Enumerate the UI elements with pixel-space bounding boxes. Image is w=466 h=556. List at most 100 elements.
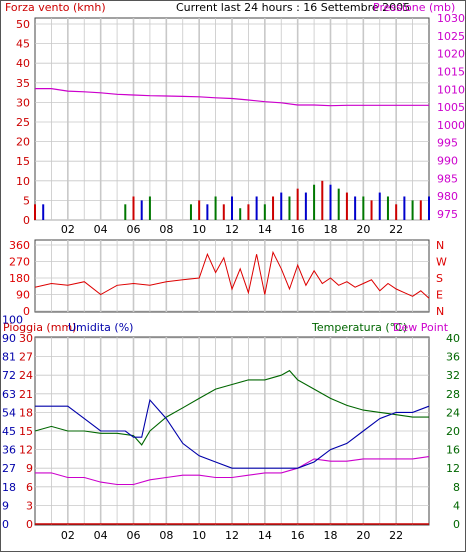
temperature-tick-label: 16: [446, 444, 460, 457]
wind-bar: [395, 204, 398, 220]
wind-bar: [222, 204, 225, 220]
direction-tick-label: 270: [9, 256, 30, 269]
wind-bar: [321, 180, 324, 220]
rain-tick-label: 90: [2, 332, 16, 345]
compass-tick-label: N: [436, 239, 444, 252]
x-tick-label: 02: [61, 223, 75, 236]
direction-tick-label: 180: [9, 272, 30, 285]
wind-axis-title: Forza vento (kmh): [5, 1, 106, 14]
humidity-axis-ticks: 0 3 6 9 12 15 18 21 24 27 30: [19, 332, 33, 531]
pressure-tick-label: 995: [437, 137, 458, 150]
wind-bar: [214, 196, 217, 220]
wind-tick-label: 10: [16, 175, 30, 188]
temperature-legend: Temperatura (°C): [311, 321, 407, 334]
humidity-tick-label: 12: [19, 444, 33, 457]
wind-bar: [386, 196, 389, 220]
humidity-tick-label: 30: [19, 332, 33, 345]
x-tick-label: 16: [291, 529, 305, 542]
temperature-tick-label: 4: [453, 499, 460, 512]
humidity-tick-label: 0: [26, 518, 33, 531]
temperature-tick-label: 8: [453, 481, 460, 494]
wind-bar: [403, 196, 406, 220]
wind-bar: [148, 196, 151, 220]
wind-tick-label: 35: [16, 77, 30, 90]
compass-tick-label: E: [436, 289, 443, 302]
pressure-tick-label: 1005: [437, 101, 465, 114]
x-axis-labels-bottom: 02 04 06 08 10 12 14 16 18 20 22: [61, 529, 403, 542]
wind-bar: [296, 188, 299, 220]
direction-tick-label: 360: [9, 239, 30, 252]
direction-tick-label: 90: [16, 289, 30, 302]
humidity-tick-label: 3: [26, 499, 33, 512]
pressure-tick-label: 1025: [437, 30, 465, 43]
direction-axis-ticks: 0 90 180 270 360: [9, 239, 30, 318]
wind-pressure-grid: [35, 18, 429, 221]
temperature-tick-label: 20: [446, 425, 460, 438]
x-tick-label: 06: [127, 223, 141, 236]
x-tick-label: 14: [258, 529, 272, 542]
rain-axis-ticks: 0 9 18 27 36 45 54 63 72 81 90 100: [2, 313, 23, 531]
wind-bar: [354, 196, 357, 220]
humidity-tick-label: 27: [19, 351, 33, 364]
pressure-axis-title: Pressione (mb): [373, 1, 455, 14]
x-axis-labels-top: 02 04 06 08 10 12 14 16 18 20 22: [61, 223, 403, 236]
wind-bar: [337, 188, 340, 220]
pressure-axis-ticks: 975 980 985 990 995 1000 1005 1010 1015 1020 1025 1…: [437, 12, 465, 221]
humidity-tick-label: 9: [26, 462, 33, 475]
pressure-tick-label: 980: [437, 190, 458, 203]
x-tick-label: 04: [94, 529, 108, 542]
pressure-tick-label: 1010: [437, 83, 465, 96]
wind-bar: [428, 196, 430, 220]
wind-bar: [370, 200, 373, 220]
rain-tick-label: 9: [2, 499, 9, 512]
wind-bar: [378, 192, 381, 220]
x-tick-label: 12: [225, 223, 239, 236]
wind-bar: [124, 204, 127, 220]
rain-tick-label: 27: [2, 462, 16, 475]
wind-bar: [239, 208, 242, 220]
wind-bar: [313, 184, 316, 220]
wind-bar: [132, 196, 135, 220]
wind-tick-label: 30: [16, 96, 30, 109]
x-tick-label: 18: [324, 529, 338, 542]
x-tick-label: 20: [356, 223, 370, 236]
direction-tick-label: 0: [23, 305, 30, 318]
wind-tick-label: 15: [16, 155, 30, 168]
wind-bar: [255, 196, 258, 220]
wind-bar: [34, 204, 36, 220]
chart-title: Current last 24 hours : 16 Settembre 200…: [176, 1, 410, 14]
x-tick-label: 08: [159, 223, 173, 236]
rain-axis-title: Pioggia (mm): [3, 321, 76, 334]
direction-grid: [35, 240, 429, 312]
pressure-tick-label: 1000: [437, 119, 465, 132]
x-tick-label: 02: [61, 529, 75, 542]
wind-bar: [247, 204, 250, 220]
rain-tick-label: 54: [2, 406, 16, 419]
humidity-tick-label: 15: [19, 425, 33, 438]
x-tick-label: 10: [192, 529, 206, 542]
wind-bar: [362, 196, 365, 220]
pressure-tick-label: 1030: [437, 12, 465, 25]
humidity-line: [35, 398, 430, 469]
rain-tick-label: 100: [2, 313, 23, 326]
wind-bar: [206, 204, 209, 220]
wind-tick-label: 50: [16, 18, 30, 31]
wind-bar: [419, 200, 422, 220]
humidity-axis-title: Umidita (%): [68, 321, 133, 334]
x-tick-label: 20: [356, 529, 370, 542]
wind-bar: [411, 200, 414, 220]
wind-bar: [288, 196, 291, 220]
wind-bar: [198, 200, 201, 220]
wind-tick-label: 5: [23, 194, 30, 207]
wind-tick-label: 40: [16, 57, 30, 70]
wind-axis-ticks: 0 5 10 15 20 25 30 35 40 45 50: [16, 18, 30, 227]
x-tick-label: 22: [389, 223, 403, 236]
rain-tick-label: 18: [2, 481, 16, 494]
temperature-axis-ticks: 0 4 8 12 16 20 24 28 32 36 40: [446, 332, 460, 531]
rain-tick-label: 0: [2, 518, 9, 531]
direction-line: [34, 250, 430, 299]
pressure-tick-label: 1015: [437, 65, 465, 78]
